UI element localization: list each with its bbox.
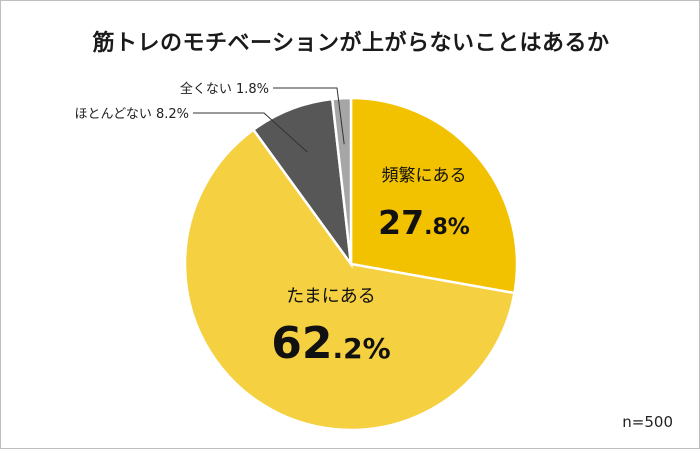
callout-label-3: 全くない 1.8% (180, 81, 269, 97)
slice-label-0: 頻繁にある (382, 166, 467, 186)
pie-slice-1 (183, 127, 516, 432)
slice-value-1: 62.2% (271, 318, 390, 369)
pie-slice-0 (349, 96, 519, 295)
sample-size-note: n=500 (622, 413, 673, 431)
leader-line-2 (193, 112, 308, 153)
slice-value-0: 27.8% (378, 203, 470, 242)
leader-line-3 (273, 87, 345, 145)
chart-title: 筋トレのモチベーションが上がらないことはあるか (92, 31, 610, 56)
callout-label-2: ほとんどない 8.2% (74, 107, 189, 122)
slice-label-1: たまにある (286, 286, 375, 307)
pie-slice-3 (330, 96, 353, 265)
